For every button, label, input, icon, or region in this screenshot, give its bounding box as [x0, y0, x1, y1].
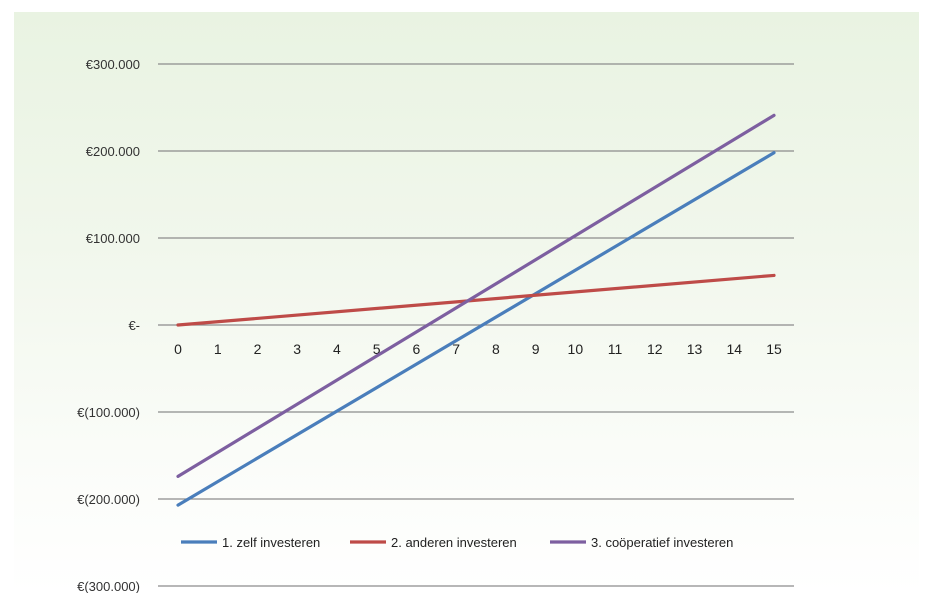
x-tick-label: 15 — [766, 341, 782, 357]
legend-label: 2. anderen investeren — [391, 535, 517, 550]
x-tick-label: 11 — [608, 341, 623, 357]
x-tick-label: 8 — [492, 341, 500, 357]
series-line — [176, 151, 776, 507]
x-tick-label: 2 — [254, 341, 262, 357]
y-tick-label: €(100.000) — [77, 405, 140, 420]
y-tick-label: €300.000 — [86, 57, 140, 72]
y-tick-label: €100.000 — [86, 231, 140, 246]
series-line — [176, 273, 776, 327]
series-line — [176, 113, 776, 478]
x-tick-label: 9 — [532, 341, 540, 357]
x-tick-label: 14 — [726, 341, 742, 357]
y-tick-label: €(300.000) — [77, 579, 140, 593]
x-tick-label: 13 — [687, 341, 703, 357]
y-tick-label: €200.000 — [86, 144, 140, 159]
x-tick-label: 4 — [333, 341, 341, 357]
legend-label: 1. zelf investeren — [222, 535, 320, 550]
y-tick-label: €(200.000) — [77, 492, 140, 507]
x-tick-label: 12 — [647, 341, 663, 357]
x-tick-label: 0 — [174, 341, 182, 357]
x-tick-label: 6 — [413, 341, 421, 357]
x-tick-label: 1 — [214, 341, 222, 357]
x-tick-label: 10 — [568, 341, 584, 357]
x-tick-label: 5 — [373, 341, 381, 357]
x-tick-label: 3 — [293, 341, 301, 357]
y-tick-label: €- — [128, 318, 140, 333]
legend-label: 3. coöperatief investeren — [591, 535, 733, 550]
x-tick-label: 7 — [452, 341, 460, 357]
